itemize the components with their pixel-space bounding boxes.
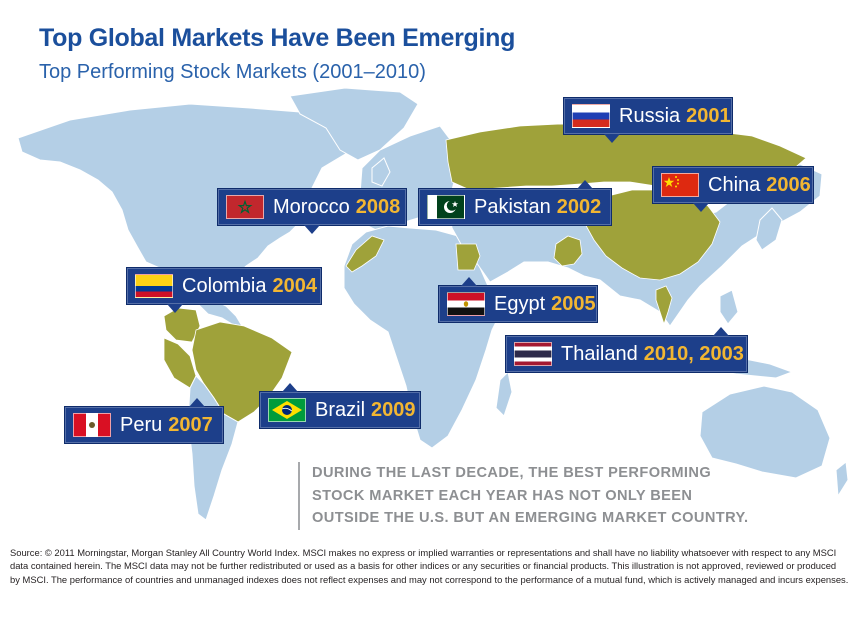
country-name: Russia xyxy=(619,104,681,127)
country-year: 2007 xyxy=(168,413,213,436)
morocco-flag xyxy=(226,195,264,219)
page-subtitle: Top Performing Stock Markets (2001–2010) xyxy=(39,61,426,83)
colombia-flag xyxy=(135,274,173,298)
country-year: 2005 xyxy=(551,292,596,315)
callout-russia: Russia 2001 xyxy=(563,97,733,143)
china-flag xyxy=(661,173,699,197)
callout-morocco: Morocco 2008 xyxy=(217,188,407,234)
country-name: Colombia xyxy=(182,274,267,297)
country-year: 2008 xyxy=(355,195,401,218)
russia-flag xyxy=(572,104,610,128)
country-name: Brazil xyxy=(315,398,366,421)
thailand-region xyxy=(655,285,673,326)
country-year: 2002 xyxy=(556,195,602,218)
source-line: by MSCI. The performance of countries an… xyxy=(10,573,849,585)
note-line: OUTSIDE THE U.S. BUT AN EMERGING MARKET … xyxy=(312,510,749,526)
emerging-market-note: DURING THE LAST DECADE, THE BEST PERFORM… xyxy=(298,462,782,530)
uk-landmass xyxy=(371,157,391,187)
egypt-flag xyxy=(447,292,485,316)
country-year: 2001 xyxy=(686,104,731,127)
callout-brazil: Brazil 2009 xyxy=(259,383,421,429)
source-line: data contained herein. The MSCI data may… xyxy=(10,560,837,572)
source-line: Source: © 2011 Morningstar, Morgan Stanl… xyxy=(10,547,837,558)
callout-egypt: Egypt 2005 xyxy=(438,277,598,323)
japan-landmass xyxy=(755,207,783,251)
source-footnote: Source: © 2011 Morningstar, Morgan Stanl… xyxy=(10,546,849,586)
country-year: 2010, 2003 xyxy=(643,342,744,365)
morocco-region xyxy=(345,235,385,273)
thailand-flag xyxy=(514,342,552,366)
country-year: 2009 xyxy=(371,398,416,421)
callout-peru: Peru 2007 xyxy=(64,398,224,444)
page-title: Top Global Markets Have Been Emerging xyxy=(39,24,516,52)
peru-region xyxy=(163,337,197,389)
note-line: STOCK MARKET EACH YEAR HAS NOT ONLY BEEN xyxy=(312,487,693,504)
country-name: Thailand xyxy=(561,342,638,365)
country-name: Egypt xyxy=(494,292,546,315)
pakistan-region xyxy=(553,235,583,267)
china-region xyxy=(583,189,721,281)
country-name: Pakistan xyxy=(474,195,551,218)
country-name: Morocco xyxy=(273,195,350,218)
note-line: DURING THE LAST DECADE, THE BEST PERFORM… xyxy=(312,465,712,481)
callout-china: China 2006 xyxy=(652,166,814,212)
callout-colombia: Colombia 2004 xyxy=(126,267,322,313)
philippines-landmass xyxy=(719,289,739,325)
madagascar-landmass xyxy=(495,370,513,417)
peru-flag xyxy=(73,413,111,437)
new-zealand-landmass xyxy=(835,461,849,498)
callout-thailand: Thailand 2010, 2003 xyxy=(505,327,748,373)
egypt-region xyxy=(455,243,481,271)
country-year: 2004 xyxy=(272,274,317,297)
pakistan-flag xyxy=(427,195,465,219)
brazil-flag xyxy=(268,398,306,422)
country-name: China xyxy=(708,173,761,196)
country-name: Peru xyxy=(120,413,163,436)
australia-landmass xyxy=(699,385,831,479)
country-year: 2006 xyxy=(766,173,811,196)
callout-pakistan: Pakistan 2002 xyxy=(418,180,612,226)
